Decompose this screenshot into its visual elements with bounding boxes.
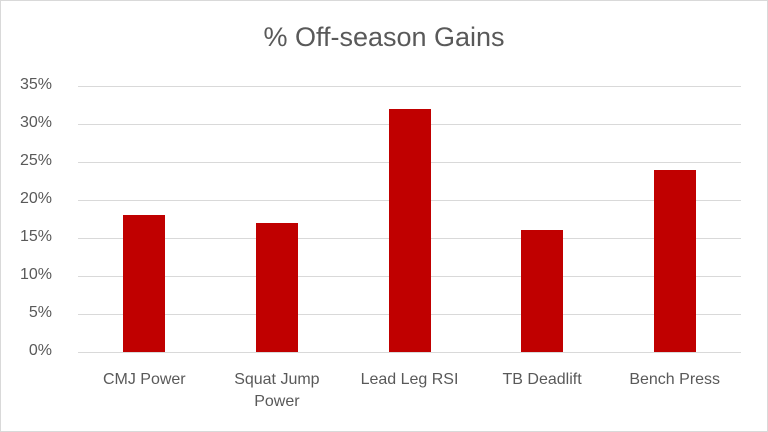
- y-tick-label: 15%: [19, 228, 52, 245]
- y-tick-label: 30%: [19, 114, 52, 131]
- bar[interactable]: [521, 230, 564, 352]
- bar[interactable]: [653, 169, 696, 352]
- y-tick-label: 5%: [28, 304, 52, 321]
- x-tick-label: Squat Jump Power: [234, 371, 320, 410]
- x-tick-label: Bench Press: [629, 371, 721, 388]
- y-tick-label: 10%: [19, 266, 52, 283]
- bar[interactable]: [255, 222, 298, 352]
- y-tick-label: 20%: [19, 190, 52, 207]
- bar[interactable]: [388, 108, 431, 352]
- x-tick-label: Lead Leg RSI: [360, 371, 459, 388]
- plot-area: [78, 86, 741, 353]
- gridline: [78, 86, 741, 87]
- gridline: [78, 352, 741, 353]
- x-tick-label: CMJ Power: [102, 371, 186, 388]
- y-tick-label: 25%: [19, 152, 52, 169]
- chart-title: % Off-season Gains: [263, 22, 505, 52]
- bar[interactable]: [123, 215, 166, 352]
- y-tick-label: 35%: [19, 76, 52, 93]
- x-tick-label: TB Deadlift: [502, 371, 582, 388]
- y-tick-label: 0%: [28, 342, 52, 359]
